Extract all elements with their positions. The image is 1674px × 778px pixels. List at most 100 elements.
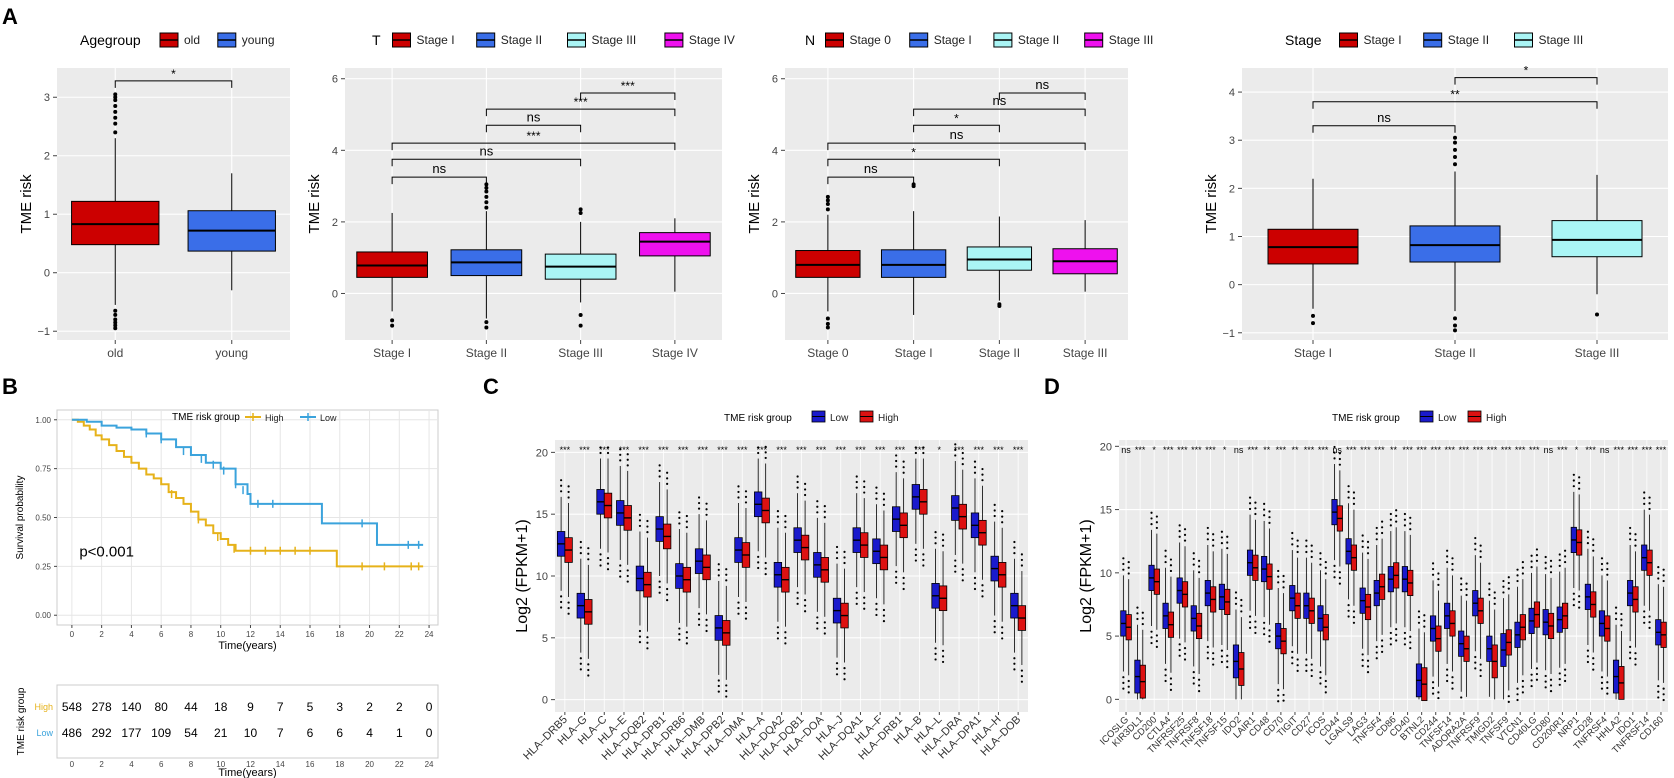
outlier-point [1634, 544, 1637, 547]
outlier-point [1164, 674, 1167, 677]
outlier-point [1291, 662, 1294, 665]
outlier-point [1507, 700, 1510, 703]
outlier-point [1268, 510, 1271, 513]
outlier-point [705, 629, 708, 633]
outlier-point [941, 539, 945, 542]
outlier-point [1192, 676, 1195, 679]
legend-title: Agegroup [80, 32, 141, 48]
outlier-point [567, 485, 570, 488]
outlier-point [1220, 542, 1224, 545]
km-curve-low [71, 418, 424, 546]
outlier-point [599, 446, 602, 449]
outlier-point [855, 602, 858, 605]
outlier-point [484, 182, 489, 187]
outlier-point [1558, 564, 1561, 567]
x-tick-label: 18 [335, 630, 344, 639]
outlier-point [1296, 550, 1299, 554]
outlier-point [895, 459, 898, 463]
outlier-point [1451, 681, 1454, 685]
outlier-point [1563, 555, 1567, 558]
outlier-point [1347, 609, 1350, 612]
outlier-point [796, 480, 799, 484]
outlier-point [1127, 691, 1130, 694]
outlier-point [825, 207, 830, 212]
y-axis-label: Survival probability [15, 476, 26, 560]
significance-label: ns [1332, 445, 1342, 455]
outlier-point [1305, 539, 1308, 542]
outlier-point [1296, 658, 1299, 661]
outlier-point [1296, 539, 1299, 542]
outlier-point [1254, 620, 1257, 623]
significance-label: *** [1205, 445, 1216, 455]
risk-table-cell: 548 [62, 700, 82, 714]
outlier-point [1431, 692, 1435, 695]
risk-table-cell: 7 [277, 700, 284, 714]
outlier-point [1446, 668, 1449, 671]
significance-label: *** [1191, 445, 1202, 455]
outlier-point [113, 115, 118, 120]
outlier-point [1578, 487, 1581, 490]
outlier-point [1474, 542, 1477, 545]
outlier-point [1366, 546, 1370, 549]
outlier-point [816, 627, 819, 630]
outlier-point [579, 546, 582, 549]
outlier-point [825, 325, 830, 330]
outlier-point [1324, 572, 1327, 575]
significance-label: *** [574, 95, 588, 109]
y-tick-label: 2 [1229, 183, 1235, 195]
outlier-point [1657, 696, 1660, 699]
outlier-point [1606, 562, 1609, 565]
y-tick-label: 0 [1106, 694, 1112, 706]
outlier-point [764, 456, 767, 460]
outlier-point [1282, 586, 1285, 589]
outlier-point [1282, 574, 1285, 578]
outlier-point [973, 576, 977, 579]
outlier-point [1352, 621, 1356, 624]
outlier-point [1164, 555, 1167, 558]
outlier-point [567, 601, 570, 604]
x-tick-label: 12 [246, 760, 255, 769]
outlier-point [1310, 663, 1313, 666]
significance-label: *** [1360, 445, 1371, 455]
outlier-point [961, 579, 964, 582]
outlier-point [1197, 571, 1201, 574]
outlier-point [823, 510, 826, 513]
outlier-point [757, 555, 760, 558]
outlier-point [599, 564, 602, 567]
risk-table-panel [56, 684, 439, 759]
outlier-point [744, 617, 748, 620]
significance-label: *** [1163, 445, 1174, 455]
outlier-point [1169, 569, 1173, 573]
outlier-point [1319, 671, 1322, 674]
legend-label: Stage III [592, 33, 637, 47]
outlier-point [1453, 135, 1457, 140]
outlier-point [587, 663, 590, 666]
y-tick-label: 1 [44, 209, 50, 221]
outlier-point [1563, 679, 1567, 683]
outlier-point [1521, 560, 1524, 564]
outlier-point [1592, 543, 1595, 547]
outlier-point [1592, 538, 1595, 541]
outlier-point [658, 469, 661, 473]
outlier-point [981, 589, 984, 592]
outlier-point [1558, 553, 1561, 556]
outlier-point [764, 451, 767, 454]
outlier-point [390, 323, 395, 328]
outlier-point [776, 637, 780, 640]
significance-label: *** [1247, 445, 1258, 455]
outlier-point [1600, 676, 1604, 679]
significance-label: ** [1291, 445, 1299, 455]
significance-label: ** [1263, 445, 1271, 455]
significance-label: *** [1529, 445, 1540, 455]
outlier-point [1338, 582, 1341, 585]
outlier-point [1431, 562, 1435, 565]
outlier-point [1479, 544, 1482, 547]
significance-bracket [485, 108, 676, 117]
outlier-point [1507, 576, 1510, 579]
outlier-point [934, 647, 937, 650]
outlier-point [599, 451, 602, 455]
outlier-point [1282, 580, 1285, 583]
outlier-point [1403, 512, 1407, 516]
outlier-point [1324, 685, 1327, 688]
